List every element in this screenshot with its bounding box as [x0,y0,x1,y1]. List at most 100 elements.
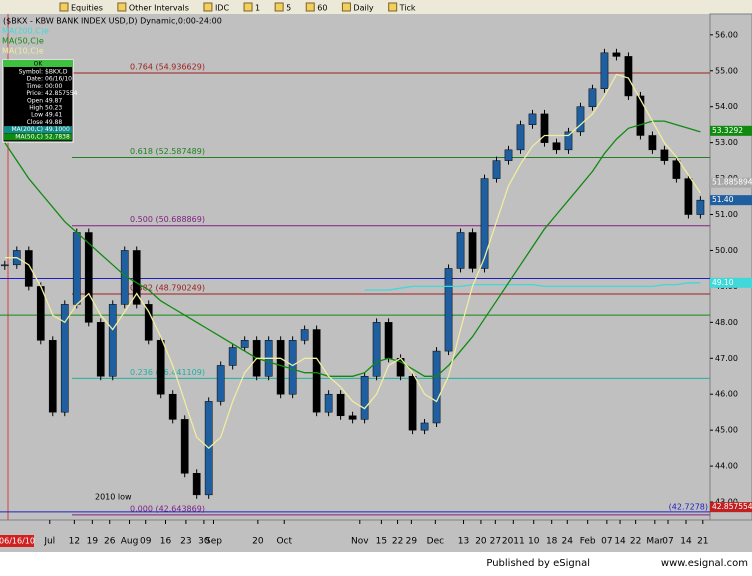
toolbar-item[interactable]: Daily [353,4,374,13]
y-tick-label: 50.00 [715,246,738,255]
x-tick-label: 09 [140,537,152,547]
price-marker [710,277,752,288]
x-tick-label: 23 [180,537,191,547]
price-marker-label: 53.3292 [712,126,743,135]
y-tick-label: 48.00 [715,318,738,327]
x-tick-label: 13 [458,537,469,547]
data-window-label: Symbol: [19,69,43,76]
footer [0,552,752,572]
annotation: 2010 low [95,493,132,502]
x-tick-label: 2011 [502,537,525,547]
candle [240,340,249,348]
price-axis [709,13,752,521]
candle [192,473,201,496]
x-tick-label: 14 [680,537,692,547]
plot-area [0,14,710,520]
candle [324,393,333,413]
data-window-value: 52.7838 [45,133,70,140]
x-tick-label: Mar [646,537,663,547]
candle [144,304,153,341]
toolbar-icon[interactable] [203,2,213,12]
toolbar-icon[interactable] [305,2,315,12]
toolbar-icon[interactable] [341,2,351,12]
toolbar-item[interactable]: Equities [71,4,103,13]
data-window-label: Open [27,97,43,104]
publisher: Published by eSignal [486,558,590,569]
data-window-label: MA(50,C) [15,133,43,140]
y-tick-label: 54.00 [715,102,738,111]
toolbar-item[interactable]: 60 [317,4,327,13]
data-window-value: 50.23 [45,105,62,112]
x-tick-label: 24 [562,537,574,547]
price-marker [710,195,752,206]
toolbar-icon[interactable] [59,2,69,12]
y-tick-label: 44.00 [715,462,738,471]
candle [216,365,225,402]
data-window-value: $BKX,D [45,69,68,76]
fib-label: 0.764 (54.936629) [130,63,205,72]
candle [636,95,645,136]
candle [444,268,453,352]
candle [564,131,573,151]
x-tick-label: 26 [104,537,116,547]
y-tick-label: 51.00 [715,210,738,219]
time-axis [0,520,752,552]
data-window-label: MA(200,C) [11,126,43,133]
line-label: (42.7278) [669,502,708,511]
candle [600,52,609,89]
toolbar-icon[interactable] [243,2,253,12]
toolbar-icon[interactable] [117,2,127,12]
toolbar-item[interactable]: Other Intervals [129,4,189,13]
y-tick-label: 43.00 [715,498,738,507]
candle [48,340,57,413]
data-window-value: 49.41 [45,112,62,119]
legend-entry: MA(200,C)e [2,27,49,36]
toolbar-item[interactable]: 1 [255,4,260,13]
x-tick-label: 22 [630,537,641,547]
x-tick-label: Aug [121,537,139,547]
data-window-label: Low [31,112,43,119]
x-tick-label: 16 [160,537,172,547]
toolbar-item[interactable]: IDC [215,4,230,13]
data-window-label: Time: [25,83,43,90]
candle [360,376,369,420]
x-tick-label: Oct [276,537,292,547]
x-tick-label: 30 [198,537,210,547]
candle [420,422,429,431]
y-tick-label: 45.00 [715,426,738,435]
x-tick-label: Nov [351,537,369,547]
x-tick-label: 14 [614,537,626,547]
candle [180,419,189,474]
candle [480,178,489,269]
x-tick-label: 21 [697,537,708,547]
data-window-value: 00:00 [45,83,62,90]
candle [432,350,441,424]
toolbar-item[interactable]: 5 [286,4,291,13]
toolbar-item[interactable]: Tick [399,4,416,13]
candle [468,232,477,269]
toolbar-icon[interactable] [274,2,284,12]
legend-entry: MA(10,C)e [2,47,44,56]
x-tick-label: 20 [475,537,487,547]
x-tick-label: Sep [205,537,222,547]
candle [372,322,381,377]
candle [588,88,597,107]
cursor-date-box [0,535,34,547]
price-marker-label: 49.10 [712,278,734,287]
candle [336,393,345,417]
candle [60,304,69,413]
candle [660,149,669,161]
y-tick-label: 55.00 [715,66,738,75]
candle [72,232,81,305]
x-tick-label: 18 [546,537,558,547]
url: www.esignal.com [661,558,748,569]
toolbar-icon[interactable] [388,2,398,12]
candle [576,106,585,133]
candle [0,264,9,267]
candle [492,160,501,179]
candle [456,232,465,269]
toolbar [0,0,752,14]
x-tick-label: 10 [528,537,540,547]
ma-line [364,282,701,291]
candle [684,178,693,215]
